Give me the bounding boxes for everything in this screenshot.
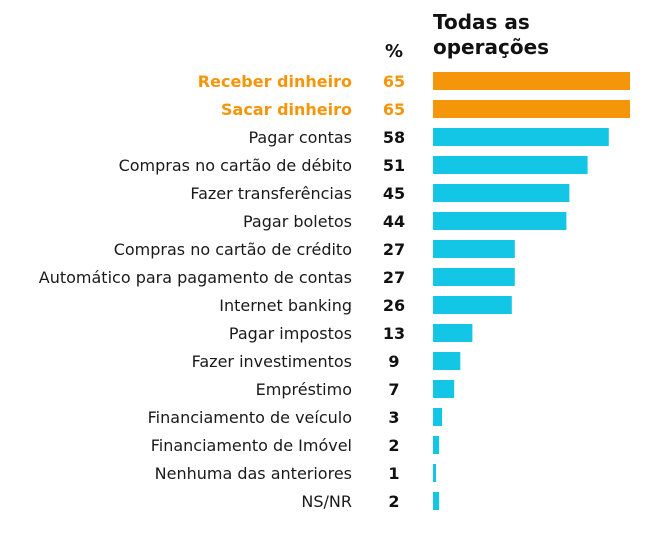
bar — [433, 324, 473, 342]
bar — [433, 380, 455, 398]
category-label: Pagar contas — [249, 128, 353, 147]
bar — [433, 408, 443, 426]
value-label: 9 — [388, 352, 399, 371]
bar — [433, 464, 436, 482]
category-label: Fazer transferências — [190, 184, 352, 203]
chart-rows: Receber dinheiro 65 Sacar dinheiro 65 Pagar … — [39, 72, 630, 511]
category-label: Compras no cartão de débito — [119, 156, 352, 175]
bar — [433, 492, 440, 510]
value-label: 13 — [383, 324, 405, 343]
bar — [433, 184, 570, 202]
category-label: Financiamento de Imóvel — [151, 436, 352, 455]
value-label: 44 — [383, 212, 405, 231]
bar — [433, 72, 630, 90]
bar — [433, 352, 461, 370]
category-label: Nenhuma das anteriores — [155, 464, 352, 483]
value-label: 65 — [383, 100, 405, 119]
bar — [433, 128, 609, 146]
value-label: 27 — [383, 268, 405, 287]
category-label: Compras no cartão de crédito — [114, 240, 352, 259]
category-label: Pagar impostos — [229, 324, 352, 343]
value-label: 51 — [383, 156, 405, 175]
value-label: 2 — [388, 436, 399, 455]
category-label: Fazer investimentos — [192, 352, 352, 371]
category-label: Financiamento de veículo — [148, 408, 352, 427]
value-label: 26 — [383, 296, 405, 315]
bar — [433, 212, 567, 230]
series-title-line2: operações — [433, 35, 549, 59]
bar — [433, 156, 588, 174]
value-label: 7 — [388, 380, 399, 399]
category-label: Empréstimo — [256, 380, 352, 399]
bar — [433, 268, 515, 286]
value-label: 1 — [388, 464, 399, 483]
value-label: 45 — [383, 184, 405, 203]
category-label: Sacar dinheiro — [221, 100, 352, 119]
value-label: 2 — [388, 492, 399, 511]
value-label: 27 — [383, 240, 405, 259]
percent-column-header: % — [385, 41, 403, 62]
category-label: Automático para pagamento de contas — [39, 268, 352, 287]
value-label: 58 — [383, 128, 405, 147]
category-label: Receber dinheiro — [198, 72, 352, 91]
bar — [433, 436, 440, 454]
bar — [433, 240, 515, 258]
value-label: 65 — [383, 72, 405, 91]
category-label: NS/NR — [301, 492, 352, 511]
value-label: 3 — [388, 408, 399, 427]
bar — [433, 100, 630, 118]
category-label: Pagar boletos — [243, 212, 352, 231]
category-label: Internet banking — [219, 296, 352, 315]
bar — [433, 296, 512, 314]
series-title-line1: Todas as — [433, 10, 530, 34]
